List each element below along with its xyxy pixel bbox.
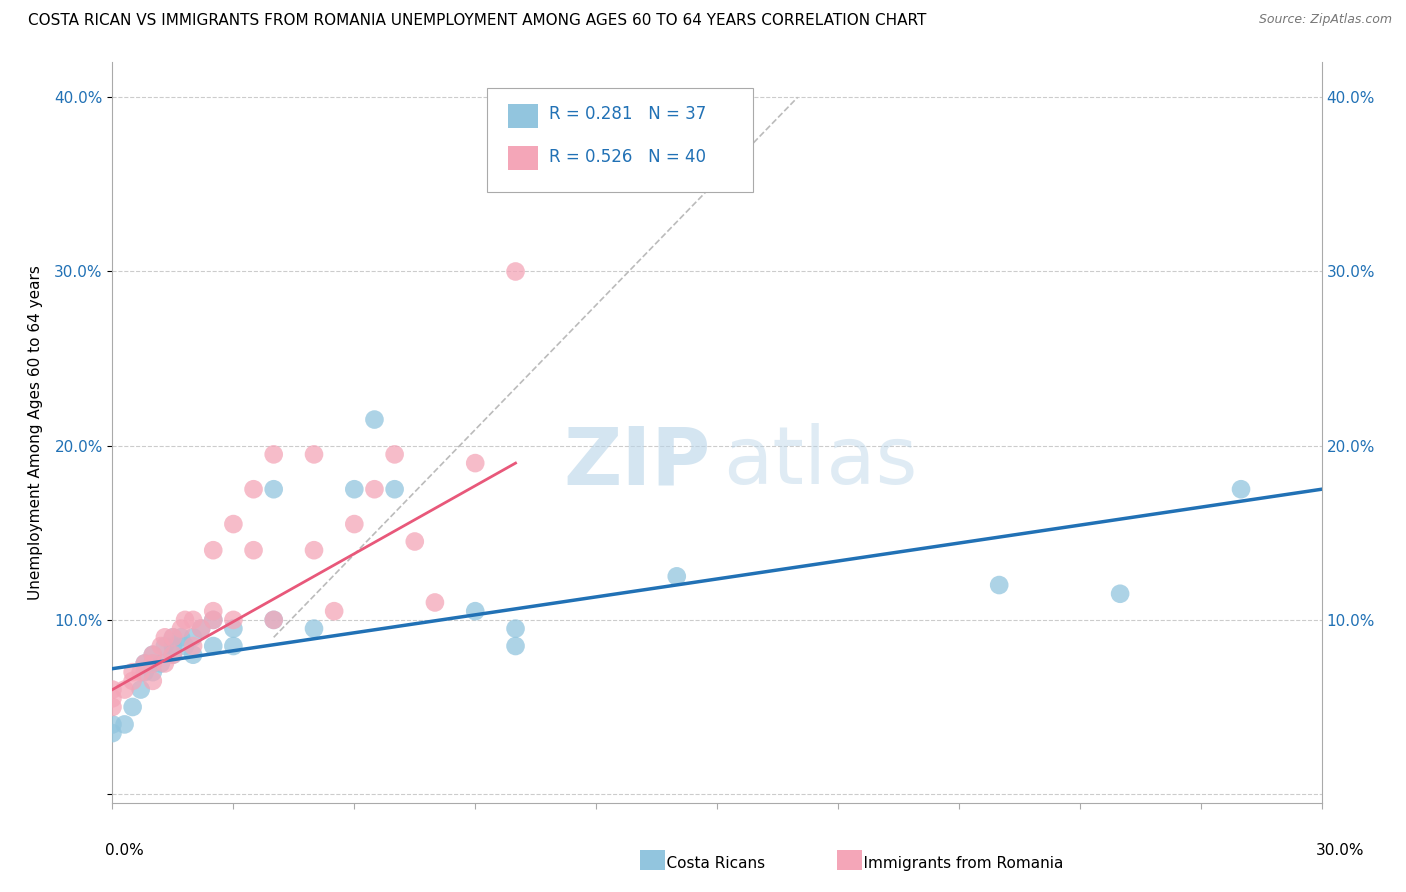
Point	[142, 648, 165, 662]
Point	[162, 648, 184, 662]
Point	[142, 673, 165, 688]
Text: R = 0.281   N = 37: R = 0.281 N = 37	[548, 105, 706, 123]
Point	[162, 630, 184, 644]
Text: 30.0%: 30.0%	[1316, 843, 1364, 858]
Point	[222, 639, 245, 653]
Point	[162, 639, 184, 653]
Point	[202, 543, 225, 558]
Point	[134, 657, 156, 671]
Point	[505, 264, 527, 278]
Point	[343, 482, 366, 496]
Point	[181, 639, 204, 653]
Point	[101, 691, 124, 706]
Point	[181, 630, 204, 644]
Point	[263, 613, 285, 627]
Point	[1109, 587, 1132, 601]
Point	[134, 657, 156, 671]
Point	[134, 665, 156, 680]
Point	[181, 648, 204, 662]
Point	[222, 622, 245, 636]
Point	[142, 648, 165, 662]
Point	[343, 517, 366, 532]
Point	[988, 578, 1011, 592]
Point	[174, 613, 197, 627]
Point	[153, 639, 176, 653]
Point	[363, 482, 385, 496]
Point	[505, 622, 527, 636]
Point	[162, 648, 184, 662]
Point	[170, 630, 193, 644]
Point	[101, 717, 124, 731]
Bar	[508, 146, 538, 169]
Point	[149, 639, 172, 653]
Point	[129, 665, 152, 680]
Bar	[640, 850, 665, 870]
Point	[149, 657, 172, 671]
Point	[114, 682, 136, 697]
Point	[1230, 482, 1253, 496]
Point	[202, 613, 225, 627]
Point	[153, 630, 176, 644]
Point	[202, 613, 225, 627]
Point	[363, 412, 385, 426]
Point	[404, 534, 426, 549]
Point	[464, 456, 486, 470]
FancyBboxPatch shape	[488, 88, 754, 192]
Point	[162, 630, 184, 644]
Point	[121, 700, 143, 714]
Text: COSTA RICAN VS IMMIGRANTS FROM ROMANIA UNEMPLOYMENT AMONG AGES 60 TO 64 YEARS CO: COSTA RICAN VS IMMIGRANTS FROM ROMANIA U…	[28, 13, 927, 29]
Point	[423, 595, 446, 609]
Point	[142, 657, 165, 671]
Point	[384, 482, 406, 496]
Point	[202, 604, 225, 618]
Point	[323, 604, 346, 618]
Point	[202, 639, 225, 653]
Point	[222, 613, 245, 627]
Point	[302, 543, 325, 558]
Point	[121, 665, 143, 680]
Text: ZIP: ZIP	[564, 423, 711, 501]
Point	[263, 482, 285, 496]
Text: R = 0.526   N = 40: R = 0.526 N = 40	[548, 148, 706, 166]
Point	[190, 622, 212, 636]
Text: Costa Ricans: Costa Ricans	[647, 856, 765, 871]
Point	[464, 604, 486, 618]
Point	[190, 622, 212, 636]
Point	[302, 622, 325, 636]
Point	[142, 657, 165, 671]
Point	[242, 543, 264, 558]
Y-axis label: Unemployment Among Ages 60 to 64 years: Unemployment Among Ages 60 to 64 years	[28, 265, 44, 600]
Text: Immigrants from Romania: Immigrants from Romania	[844, 856, 1063, 871]
Bar	[508, 103, 538, 128]
Point	[263, 613, 285, 627]
Point	[101, 700, 124, 714]
Point	[121, 673, 143, 688]
Point	[263, 447, 285, 461]
Point	[242, 482, 264, 496]
Point	[505, 639, 527, 653]
Point	[153, 657, 176, 671]
Point	[142, 665, 165, 680]
Text: 0.0%: 0.0%	[105, 843, 145, 858]
Point	[384, 447, 406, 461]
Bar	[837, 850, 862, 870]
Text: Source: ZipAtlas.com: Source: ZipAtlas.com	[1258, 13, 1392, 27]
Point	[665, 569, 688, 583]
Text: atlas: atlas	[723, 423, 918, 501]
Point	[222, 517, 245, 532]
Point	[170, 622, 193, 636]
Point	[174, 639, 197, 653]
Point	[101, 726, 124, 740]
Point	[114, 717, 136, 731]
Point	[181, 613, 204, 627]
Point	[302, 447, 325, 461]
Point	[101, 682, 124, 697]
Point	[129, 682, 152, 697]
